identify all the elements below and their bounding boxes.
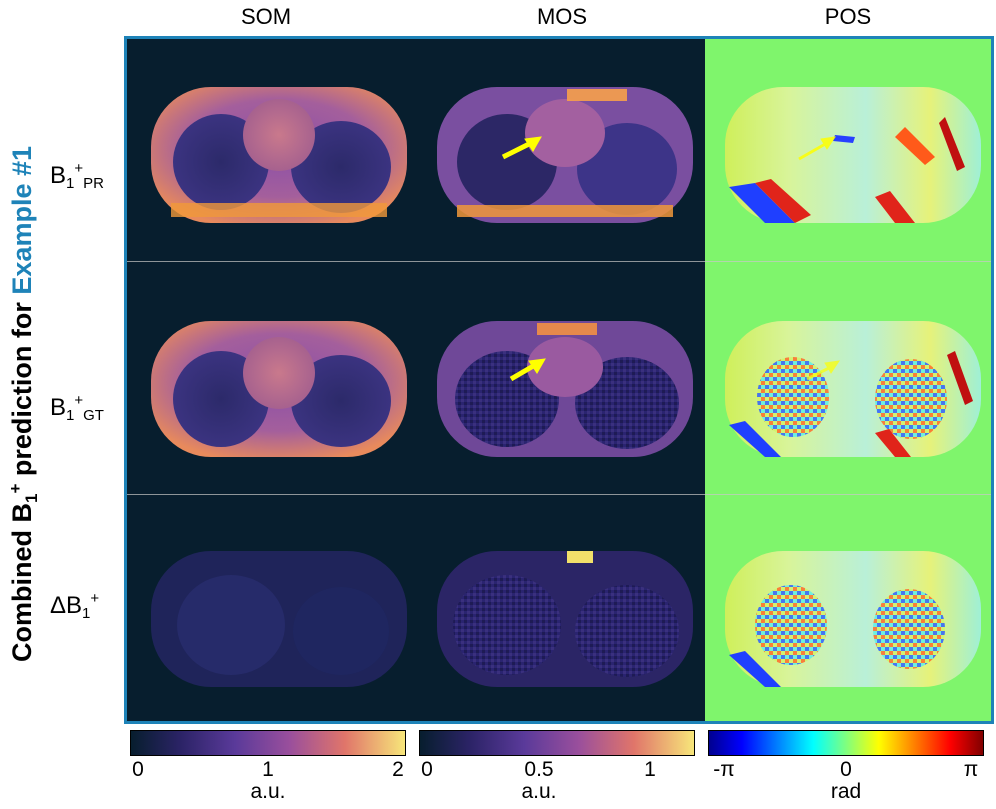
colorbar-unit: a.u. — [521, 780, 557, 803]
title-superscript: + — [5, 483, 25, 494]
row-separator — [127, 261, 991, 262]
row-label-sub2: GT — [83, 407, 104, 424]
mri-images — [151, 87, 981, 687]
title-subscript: 1 — [22, 493, 42, 503]
row-label-main: ΔB — [50, 592, 83, 619]
colorbar-tick: 2 — [392, 758, 404, 781]
row-label-sub1: 1 — [66, 175, 75, 192]
colorbar-pos — [708, 730, 984, 756]
mos-delta-image — [437, 551, 693, 687]
row-label-main: B — [50, 162, 67, 189]
colorbar-tick: 0.5 — [524, 758, 554, 781]
pos-pr-image — [725, 87, 981, 223]
column-header-som: SOM — [240, 4, 292, 29]
title-prefix: Combined B — [6, 503, 37, 662]
colorbar-tick: π — [963, 758, 979, 781]
image-panel — [124, 36, 994, 724]
row-label-sub1: 1 — [82, 605, 91, 622]
colorbar-tick: 1 — [262, 758, 274, 781]
row-separator — [127, 494, 991, 495]
som-gt-image — [151, 321, 407, 457]
mos-gt-image — [437, 321, 693, 457]
colorbar-unit: a.u. — [250, 780, 286, 803]
arrow-icon — [806, 360, 841, 381]
mos-pr-image — [437, 87, 693, 223]
row-label-main: B — [50, 394, 67, 421]
row-label-sub1: 1 — [66, 407, 75, 424]
colorbar-unit: rad — [830, 780, 862, 803]
column-header-pos: POS — [824, 4, 872, 29]
colorbar-tick: 0 — [840, 758, 852, 781]
row-label-pr: B1+PR — [50, 160, 104, 192]
colorbar-tick: 0 — [421, 758, 433, 781]
colorbar-mos — [419, 730, 695, 756]
colorbar-som — [130, 730, 406, 756]
row-label-sup: + — [90, 590, 100, 607]
title-accent: Example #1 — [6, 146, 37, 295]
pos-delta-image — [725, 551, 981, 687]
colorbar-tick: -π — [713, 758, 735, 781]
pos-gt-image — [725, 321, 981, 457]
arrow-icon — [509, 358, 546, 382]
row-label-sup: + — [74, 392, 84, 409]
colorbar-tick: 0 — [132, 758, 144, 781]
row-label-delta: ΔB1+ — [50, 590, 99, 622]
arrow-icon — [501, 136, 542, 160]
figure-title: Combined B1+ prediction for Example #1 — [6, 146, 42, 662]
row-label-sup: + — [74, 160, 84, 177]
som-pr-image — [151, 87, 407, 223]
som-delta-image — [151, 551, 407, 687]
title-middle: prediction for — [6, 294, 37, 484]
row-label-sub2: PR — [83, 175, 104, 192]
arrow-icon — [798, 136, 837, 161]
column-header-mos: MOS — [536, 4, 588, 29]
row-label-gt: B1+GT — [50, 392, 104, 424]
colorbar-tick: 1 — [644, 758, 656, 781]
